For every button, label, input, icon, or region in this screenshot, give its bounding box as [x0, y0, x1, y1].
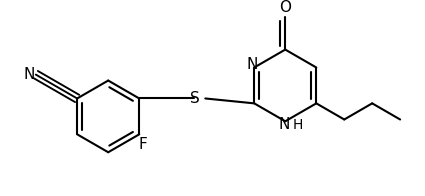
Text: N: N [247, 57, 258, 72]
Text: S: S [190, 91, 200, 106]
Text: O: O [279, 0, 291, 15]
Text: N: N [23, 67, 34, 82]
Text: N: N [279, 117, 290, 132]
Text: F: F [139, 137, 147, 152]
Text: H: H [292, 118, 303, 132]
